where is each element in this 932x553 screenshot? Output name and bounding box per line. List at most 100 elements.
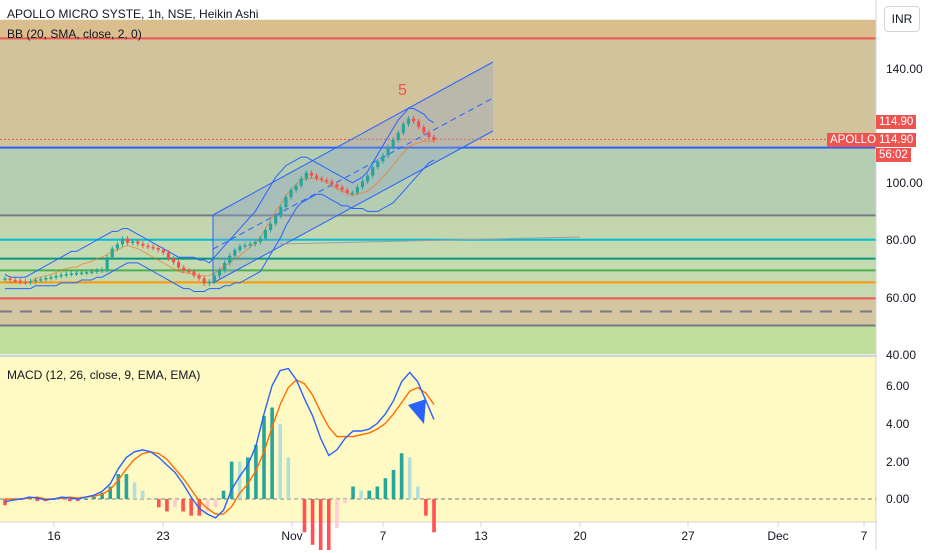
symbol-title[interactable]: APOLLO MICRO SYSTE, 1h, NSE, Heikin Ashi <box>7 7 259 21</box>
macd-histogram-bar <box>391 469 396 499</box>
macd-axis-label: 0.00 <box>886 492 910 506</box>
candle-body <box>238 246 242 251</box>
candle-body <box>325 179 329 182</box>
candle-body <box>217 270 222 276</box>
macd-histogram-bar <box>156 499 161 508</box>
trend-line <box>279 236 581 245</box>
macd-indicator-title[interactable]: MACD (12, 26, close, 9, EMA, EMA) <box>7 368 201 382</box>
time-axis-label: 27 <box>681 529 695 543</box>
macd-axis-label: 4.00 <box>886 417 910 431</box>
candle-body <box>131 241 135 243</box>
macd-histogram-bar <box>148 499 153 500</box>
macd-axis-label: 6.00 <box>886 379 910 393</box>
macd-histogram-bar <box>318 499 323 553</box>
candle-body <box>391 139 395 148</box>
macd-histogram-bar <box>165 499 169 512</box>
candle-body <box>289 189 293 198</box>
macd-histogram-bar <box>432 499 436 533</box>
candle-body <box>304 172 308 179</box>
candle-body <box>54 276 58 278</box>
bb-indicator-title[interactable]: BB (20, SMA, close, 2, 0) <box>7 27 142 41</box>
macd-histogram-bar <box>221 490 226 499</box>
candle-body <box>95 270 99 273</box>
time-axis-label: 7 <box>861 529 868 543</box>
macd-histogram-bar <box>343 499 347 504</box>
macd-line <box>4 367 435 519</box>
macd-histogram-bar <box>205 499 210 512</box>
macd-histogram-bar <box>229 461 234 499</box>
macd-histogram-bar <box>124 474 129 499</box>
macd-histogram-bar <box>213 499 218 508</box>
candle-body <box>156 248 160 250</box>
price-axis-label: 40.00 <box>886 348 916 362</box>
candle-body <box>345 189 349 193</box>
macd-histogram-bar <box>116 474 121 499</box>
macd-histogram-bar <box>132 482 137 499</box>
candle-body <box>146 245 150 248</box>
macd-histogram-bar <box>254 444 258 499</box>
candle-body <box>233 250 237 256</box>
macd-histogram-bar <box>173 499 177 508</box>
candle-body <box>274 215 278 224</box>
blue-arrow-marker <box>408 399 426 424</box>
candle-body <box>279 207 283 216</box>
macd-histogram-bar <box>351 486 355 499</box>
candle-body <box>248 244 252 246</box>
price-axis-label: 80.00 <box>886 233 916 247</box>
price-axis-background <box>877 0 932 550</box>
candle-body <box>309 172 314 176</box>
candle-body <box>90 271 94 273</box>
channel-fill <box>213 62 493 283</box>
macd-histogram-bar <box>359 490 363 499</box>
legend-main: APOLLO MICRO SYSTE, 1h, NSE, Heikin Ashi <box>7 7 258 21</box>
candle-body <box>202 278 206 284</box>
price-axis-label: 140.00 <box>886 62 923 76</box>
candle-body <box>151 246 155 249</box>
candle-body <box>243 245 247 247</box>
candle-body <box>69 273 73 275</box>
candle-body <box>228 255 232 263</box>
candle-body <box>258 238 262 243</box>
candle-body <box>197 275 201 279</box>
price-zone-band <box>0 38 876 148</box>
candle-body <box>171 258 176 263</box>
candle-body <box>284 197 288 208</box>
candle-body <box>212 275 216 282</box>
candle-body <box>49 277 53 279</box>
candle-body <box>340 187 344 190</box>
candle-body <box>85 272 89 274</box>
candle-body <box>23 281 28 284</box>
candle-body <box>192 271 196 276</box>
candles-group <box>3 115 436 286</box>
candle-body <box>125 238 130 243</box>
time-axis-label: 13 <box>474 529 488 543</box>
candle-body <box>422 127 426 133</box>
candle-body <box>417 121 421 128</box>
macd-histogram-bar <box>246 457 250 499</box>
currency-button[interactable]: INR <box>884 6 920 32</box>
macd-histogram-bar <box>92 496 96 499</box>
candle-body <box>74 272 79 275</box>
candle-body <box>166 252 171 259</box>
candle-body <box>432 137 436 141</box>
time-axis-background <box>0 523 876 550</box>
macd-histogram-bar <box>416 486 420 499</box>
candle-body <box>120 238 125 245</box>
price-zone-band <box>0 215 876 240</box>
candle-body <box>105 257 109 270</box>
countdown-tag: 56:02 <box>876 148 911 162</box>
macd-histogram-bar <box>237 461 242 499</box>
price-zone-band <box>0 19 876 39</box>
macd-histogram-bar <box>278 424 283 499</box>
candle-body <box>64 274 68 276</box>
macd-histogram-bar <box>399 453 404 499</box>
candle-body <box>177 262 181 268</box>
bb-lower-band <box>5 159 435 292</box>
candle-body <box>115 244 119 249</box>
time-axis-label: Nov <box>281 529 302 543</box>
macd-histogram-bar <box>294 499 299 500</box>
candle-body <box>314 175 319 179</box>
time-axis-label: 23 <box>156 529 170 543</box>
